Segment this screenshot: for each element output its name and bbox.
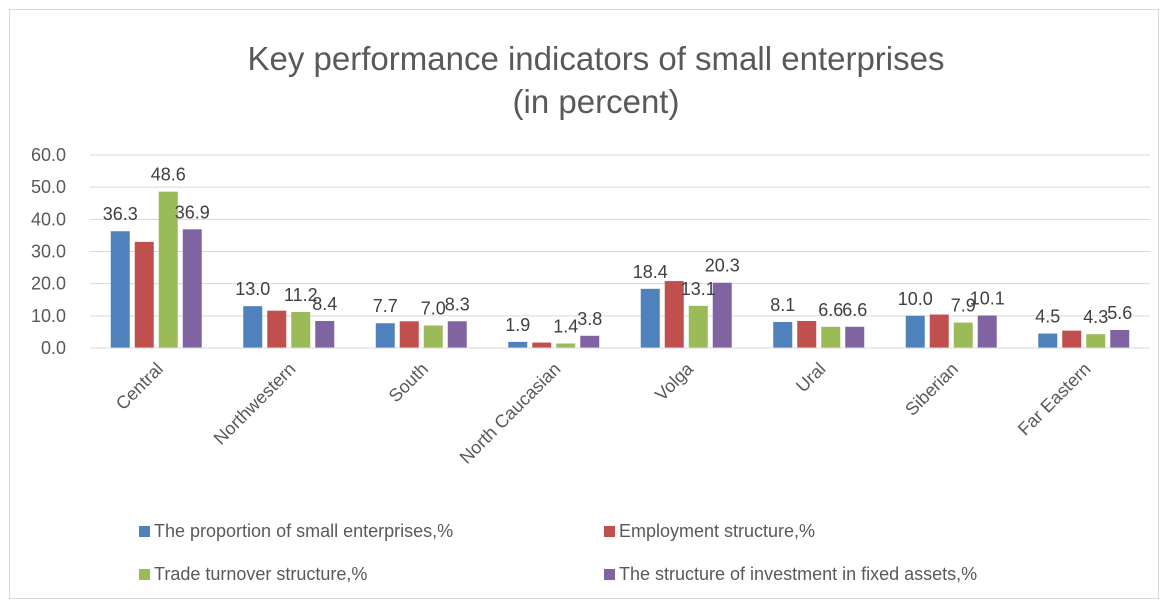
data-label: 4.5	[1035, 307, 1060, 327]
bar	[773, 321, 793, 348]
bar	[110, 231, 130, 348]
bar	[797, 320, 817, 348]
bar	[1038, 333, 1058, 348]
bar	[905, 315, 925, 348]
y-tick-label: 10.0	[31, 306, 66, 326]
legend-label: Trade turnover structure,%	[154, 564, 367, 584]
data-label: 4.3	[1083, 307, 1108, 327]
data-label: 7.0	[421, 298, 446, 318]
bar	[640, 288, 660, 348]
x-axis: Central Northwestern South North Caucasian V…	[90, 347, 1150, 468]
data-labels: 36.3 48.6 36.9 13.0 11.28.4 7.7 7.08.3 1.9 1.43.…	[103, 165, 1133, 337]
chart-subtitle: (in percent)	[513, 83, 680, 120]
data-label: 36.3	[103, 204, 138, 224]
bar	[423, 325, 443, 348]
legend-swatch	[604, 569, 615, 580]
data-label: 48.6	[151, 165, 186, 185]
data-label: 11.2	[284, 285, 318, 305]
bar	[845, 326, 865, 348]
bar	[375, 323, 395, 348]
data-label: 6.6	[818, 300, 843, 320]
bar	[1062, 330, 1082, 348]
legend-swatch	[139, 526, 150, 537]
bar	[447, 321, 467, 348]
data-label: 3.8	[577, 309, 602, 329]
bar	[243, 306, 263, 348]
data-label: 5.6	[1107, 303, 1132, 323]
bar	[508, 341, 528, 348]
x-tick-label: South	[385, 359, 432, 406]
bar	[712, 282, 732, 348]
legend-swatch	[139, 569, 150, 580]
legend-swatch	[604, 526, 615, 537]
data-label: 18.4	[633, 262, 668, 282]
data-label: 8.1	[770, 295, 795, 315]
data-label: 10.1	[970, 289, 1005, 309]
legend-label: Employment structure,%	[619, 521, 815, 541]
legend-label: The structure of investment in fixed ass…	[619, 564, 977, 584]
x-tick-label: Central	[112, 359, 167, 414]
bar	[315, 320, 335, 348]
x-tick-label: North Caucasian	[456, 359, 565, 468]
x-tick-label: Far Eastern	[1014, 359, 1095, 440]
bar	[267, 310, 287, 348]
y-tick-label: 30.0	[31, 242, 66, 262]
bar	[399, 321, 419, 348]
bar	[977, 315, 997, 348]
bar	[1110, 329, 1130, 348]
bar	[821, 326, 841, 348]
data-label: 10.0	[898, 289, 933, 309]
data-label: 7.7	[373, 296, 398, 316]
data-label: 20.3	[705, 256, 740, 276]
y-tick-label: 40.0	[31, 209, 66, 229]
chart-title: Key performance indicators of small ente…	[248, 40, 945, 77]
bar	[688, 305, 708, 348]
y-axis: 0.0 10.0 20.0 30.0 40.0 50.0 60.0	[31, 145, 66, 358]
data-label: 8.4	[312, 294, 337, 314]
data-label: 6.6	[842, 300, 867, 320]
bars	[110, 191, 1130, 348]
bar	[182, 229, 202, 348]
data-label: 8.3	[445, 294, 470, 314]
bar	[953, 322, 973, 348]
legend: The proportion of small enterprises,% Emp…	[139, 521, 977, 584]
bar	[158, 191, 178, 348]
bar	[556, 343, 576, 348]
x-tick-label: Siberian	[901, 359, 962, 420]
y-tick-label: 20.0	[31, 274, 66, 294]
bar	[664, 281, 684, 348]
data-label: 36.9	[175, 202, 210, 222]
data-label: 7.9	[951, 296, 976, 316]
y-tick-label: 60.0	[31, 145, 66, 165]
data-label: 13.1	[681, 279, 716, 299]
bar	[291, 311, 311, 348]
legend-label: The proportion of small enterprises,%	[154, 521, 453, 541]
x-tick-label: Northwestern	[210, 359, 300, 449]
y-tick-label: 0.0	[41, 338, 66, 358]
x-tick-label: Volga	[651, 358, 698, 405]
data-label: 13.0	[235, 279, 270, 299]
x-tick-label: Ural	[792, 359, 829, 396]
bar	[1086, 334, 1106, 348]
bar	[532, 342, 552, 348]
y-tick-label: 50.0	[31, 177, 66, 197]
data-label: 1.9	[505, 315, 530, 335]
data-label: 1.4	[553, 316, 578, 336]
bar	[134, 241, 154, 348]
bar	[580, 335, 600, 348]
bar	[929, 314, 949, 348]
